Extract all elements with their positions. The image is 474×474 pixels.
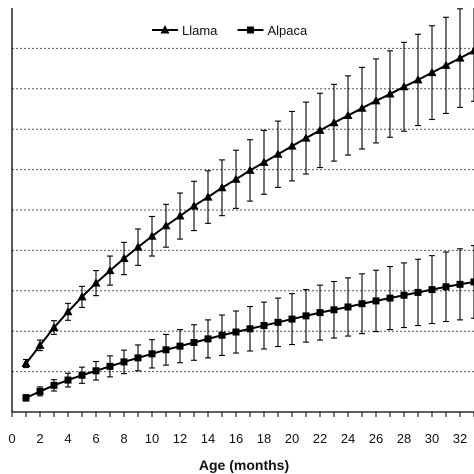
llama-point <box>301 133 311 142</box>
alpaca-point <box>358 300 366 308</box>
alpaca-point <box>148 350 156 358</box>
gridlines <box>12 47 474 373</box>
llama-point <box>105 265 115 275</box>
x-tick-label: 32 <box>453 431 467 446</box>
alpaca-point <box>400 291 408 299</box>
llama-point <box>35 340 45 349</box>
x-tick-label: 20 <box>285 431 299 446</box>
llama-point <box>189 200 199 210</box>
llama-point <box>217 182 227 192</box>
alpaca-point <box>470 278 474 286</box>
x-tick-label: 4 <box>64 431 71 446</box>
alpaca-point <box>36 387 44 395</box>
alpaca-point <box>162 346 170 354</box>
x-tick-label: 6 <box>92 431 99 446</box>
alpaca-point <box>288 315 296 323</box>
llama-point <box>441 60 451 69</box>
x-tick-label: 2 <box>36 431 43 446</box>
llama-point <box>343 110 353 119</box>
x-tick-label: 28 <box>397 431 411 446</box>
llama-point <box>371 95 381 105</box>
alpaca-point <box>78 371 86 379</box>
llama-point <box>203 192 213 201</box>
alpaca-point <box>442 283 450 291</box>
alpaca-point <box>120 358 128 366</box>
x-tick-label: 22 <box>313 431 327 446</box>
llama-point <box>357 103 367 112</box>
llama-point <box>287 141 297 150</box>
alpaca-point <box>372 297 380 305</box>
alpaca-point <box>92 367 100 375</box>
alpaca-point <box>456 280 464 288</box>
x-tick-label: 8 <box>120 431 127 446</box>
x-tick-labels: 0 2 4 6 8 10 12 14 16 18 20 22 24 26 28 30 32 <box>8 412 474 446</box>
x-tick-label: 14 <box>201 431 215 446</box>
alpaca-point <box>428 286 436 294</box>
alpaca-point <box>190 339 198 347</box>
llama-point <box>77 291 87 301</box>
x-tick-label: 26 <box>369 431 383 446</box>
alpaca-point <box>246 325 254 333</box>
llama-point <box>133 242 143 251</box>
alpaca-point <box>302 312 310 320</box>
alpaca-point <box>134 354 142 362</box>
x-tick-label: 30 <box>425 431 439 446</box>
alpaca-point <box>106 362 114 370</box>
legend-marker-alpaca <box>247 26 254 34</box>
alpaca-point <box>232 328 240 336</box>
llama-point <box>273 149 283 158</box>
x-tick-label: 16 <box>229 431 243 446</box>
legend-label-llama: Llama <box>182 23 218 38</box>
llama-point <box>175 211 185 220</box>
llama-point <box>385 89 395 98</box>
alpaca-point <box>274 318 282 326</box>
alpaca-point <box>64 376 72 384</box>
llama-point <box>21 358 31 368</box>
alpaca-point <box>218 331 226 339</box>
alpaca-point <box>260 322 268 330</box>
x-axis-label: Age (months) <box>199 457 289 473</box>
llama-point <box>91 278 101 287</box>
llama-series <box>21 8 474 369</box>
llama-point <box>399 81 409 91</box>
x-tick-label: 0 <box>8 431 15 446</box>
llama-point <box>49 322 59 332</box>
series-layer <box>21 8 474 402</box>
llama-point <box>161 220 171 230</box>
alpaca-point <box>204 335 212 343</box>
alpaca-point <box>386 294 394 302</box>
axes <box>11 8 474 413</box>
llama-point <box>427 67 437 77</box>
alpaca-point <box>330 306 338 314</box>
alpaca-point <box>176 342 184 350</box>
alpaca-point <box>316 309 324 317</box>
llama-point <box>315 125 325 134</box>
legend-marker-llama <box>160 25 170 34</box>
llama-point <box>147 231 157 240</box>
llama-point <box>469 45 474 55</box>
x-tick-label: 12 <box>173 431 187 446</box>
alpaca-series <box>22 245 474 402</box>
llama-point <box>245 165 255 174</box>
x-tick-label: 18 <box>257 431 271 446</box>
alpaca-point <box>414 288 422 296</box>
llama-point <box>119 253 129 262</box>
alpaca-point <box>50 381 58 389</box>
llama-point <box>329 117 339 127</box>
x-tick-label: 10 <box>145 431 159 446</box>
alpaca-point <box>344 303 352 311</box>
legend: Llama Alpaca <box>152 23 308 38</box>
llama-point <box>259 157 269 166</box>
legend-label-alpaca: Alpaca <box>268 23 309 38</box>
llama-point <box>231 174 241 183</box>
llama-point <box>413 74 423 84</box>
llama-point <box>63 306 73 316</box>
alpaca-point <box>22 394 30 402</box>
llama-point <box>455 53 465 62</box>
x-tick-label: 24 <box>341 431 355 446</box>
